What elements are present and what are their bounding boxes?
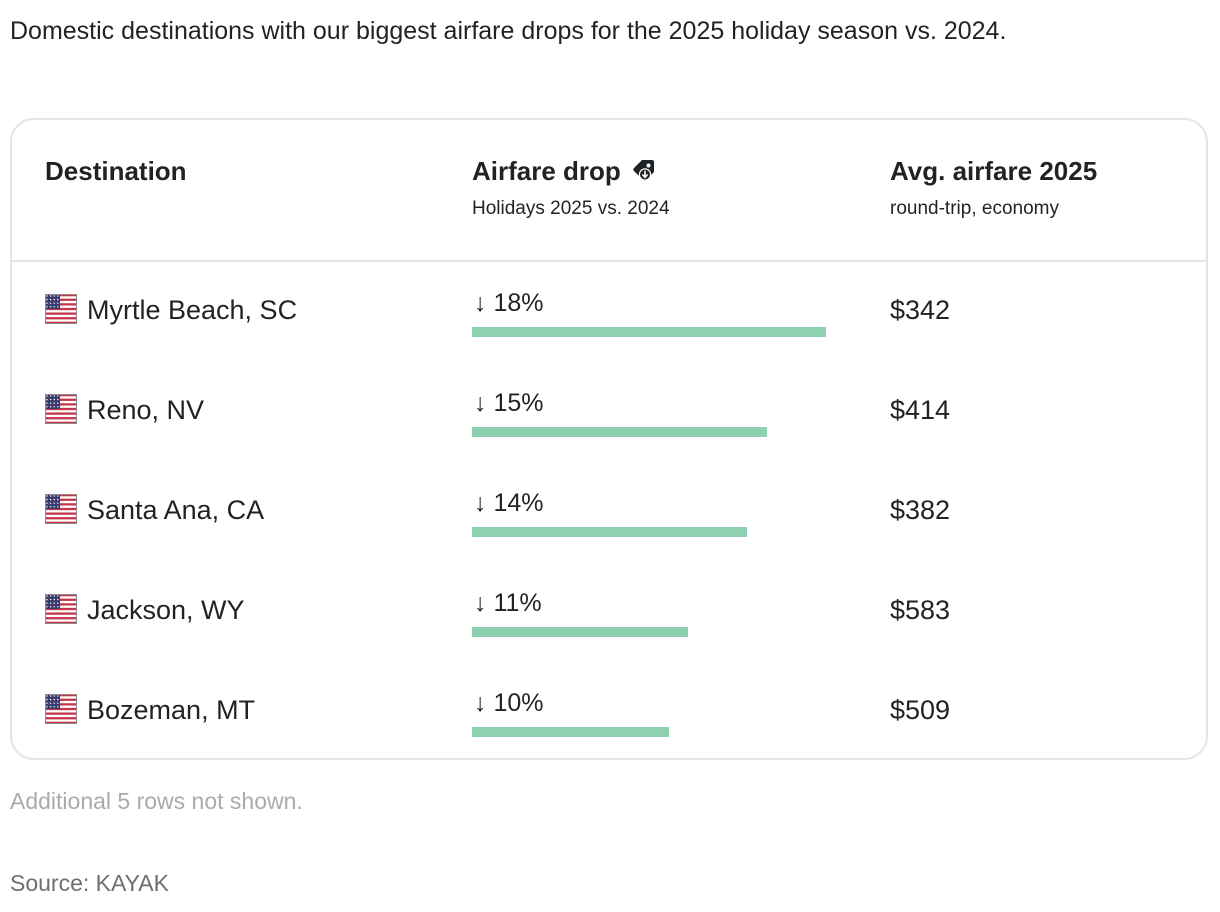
airfare-drop-label: ↓ 15%	[474, 389, 544, 417]
destination-name: Santa Ana, CA	[87, 495, 265, 525]
col-fare-title: Avg. airfare 2025	[890, 156, 1098, 186]
us-flag-icon	[45, 594, 77, 624]
avg-airfare-value: $583	[890, 595, 951, 625]
airfare-drop-bar	[472, 327, 826, 337]
price-tag-down-icon	[631, 157, 657, 183]
table-row: Reno, NV ↓ 15% $414	[12, 361, 1206, 461]
source-text: Source: KAYAK	[10, 870, 169, 896]
avg-airfare-value: $414	[890, 395, 951, 425]
airfare-table: Destination Airfare drop Holidays 2025 v…	[10, 118, 1208, 760]
airfare-drop-label: ↓ 14%	[474, 489, 544, 517]
rows-not-shown-note: Additional 5 rows not shown.	[10, 788, 303, 814]
table-row: Myrtle Beach, SC ↓ 18% $342	[12, 261, 1206, 361]
col-header-avg-airfare: Avg. airfare 2025 round-trip, economy	[890, 154, 1097, 222]
airfare-drop-label: ↓ 10%	[474, 689, 544, 717]
airfare-drop-label: ↓ 11%	[474, 589, 542, 617]
avg-airfare-value: $509	[890, 695, 951, 725]
col-header-destination: Destination	[45, 154, 187, 188]
avg-airfare-value: $342	[890, 295, 951, 325]
airfare-drop-label: ↓ 18%	[474, 289, 544, 317]
destination-name: Bozeman, MT	[87, 695, 256, 725]
avg-airfare-value: $382	[890, 495, 951, 525]
us-flag-icon	[45, 494, 77, 524]
col-drop-title: Airfare drop	[472, 156, 621, 186]
col-destination-title: Destination	[45, 156, 187, 186]
col-fare-subtitle: round-trip, economy	[890, 198, 1059, 219]
us-flag-icon	[45, 294, 77, 324]
table-row: Santa Ana, CA ↓ 14% $382	[12, 461, 1206, 561]
destination-name: Jackson, WY	[87, 595, 245, 625]
us-flag-icon	[45, 694, 77, 724]
table-row: Jackson, WY ↓ 11% $583	[12, 561, 1206, 661]
col-header-airfare-drop: Airfare drop Holidays 2025 vs. 2024	[472, 154, 670, 222]
col-drop-subtitle: Holidays 2025 vs. 2024	[472, 198, 670, 219]
airfare-drop-bar	[472, 527, 747, 537]
destination-name: Reno, NV	[87, 395, 205, 425]
table-header: Destination Airfare drop Holidays 2025 v…	[12, 120, 1206, 262]
airfare-drop-bar	[472, 627, 688, 637]
intro-text: Domestic destinations with our biggest a…	[10, 17, 1007, 45]
airfare-drop-bar	[472, 727, 669, 737]
us-flag-icon	[45, 394, 77, 424]
airfare-drop-bar	[472, 427, 767, 437]
destination-name: Myrtle Beach, SC	[87, 295, 298, 325]
table-row: Bozeman, MT ↓ 10% $509	[12, 661, 1206, 758]
